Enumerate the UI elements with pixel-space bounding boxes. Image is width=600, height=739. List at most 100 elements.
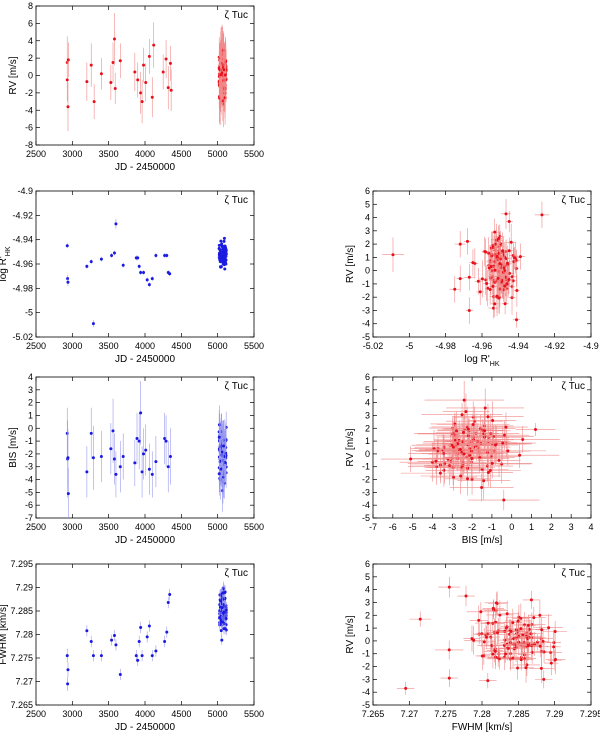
data-point — [85, 446, 89, 498]
data-point — [522, 590, 541, 609]
data-point — [222, 622, 226, 635]
data-point — [121, 433, 125, 480]
marker — [222, 239, 226, 243]
y-tick-label: 0 — [365, 449, 370, 459]
data-point — [514, 618, 528, 639]
y-tick-label: -5.02 — [12, 332, 33, 342]
data-point — [137, 264, 141, 269]
star-annotation: ζ Tuc — [225, 195, 249, 206]
marker — [529, 632, 533, 636]
data-point — [110, 253, 114, 258]
marker — [165, 253, 169, 257]
marker — [501, 249, 505, 253]
marker — [538, 613, 542, 617]
marker — [488, 288, 492, 292]
marker — [109, 447, 113, 451]
marker — [222, 444, 226, 448]
x-tick-label: 5500 — [244, 522, 264, 532]
marker — [491, 306, 495, 310]
data-point — [147, 282, 151, 288]
marker — [220, 259, 224, 263]
marker — [112, 457, 116, 461]
marker — [493, 443, 497, 447]
marker — [110, 638, 114, 642]
data-point — [454, 230, 466, 258]
marker — [456, 442, 460, 446]
y-axis-label: FWHM [km/s] — [0, 604, 9, 665]
y-tick-label: -5 — [362, 332, 370, 342]
data-point — [514, 274, 520, 307]
x-tick-label: 5000 — [208, 709, 228, 719]
x-axis-label: JD - 2450000 — [115, 354, 175, 365]
data-point — [529, 653, 554, 684]
marker — [136, 658, 140, 662]
marker — [542, 677, 546, 681]
marker — [497, 458, 501, 462]
marker — [66, 668, 70, 672]
data-point — [139, 72, 143, 114]
data-point — [147, 443, 151, 495]
marker — [504, 212, 508, 216]
data-point — [222, 236, 226, 240]
x-tick-label: -5 — [405, 341, 413, 351]
marker — [144, 448, 148, 452]
marker — [145, 635, 149, 639]
data-point — [536, 628, 550, 655]
y-tick-label: 1 — [365, 436, 370, 446]
data-point — [505, 237, 513, 264]
y-tick-label: 4 — [28, 372, 33, 382]
data-point — [217, 243, 221, 247]
marker — [480, 277, 484, 281]
data-point — [434, 424, 477, 457]
marker — [109, 80, 113, 84]
data-point — [509, 265, 517, 297]
marker — [223, 267, 227, 271]
marker — [112, 633, 116, 637]
data-point — [166, 596, 170, 609]
marker — [540, 628, 544, 632]
marker — [448, 463, 452, 467]
marker — [521, 437, 525, 441]
marker — [471, 261, 475, 265]
data-point — [135, 412, 139, 465]
data-point — [486, 274, 495, 305]
y-tick-label: -4.92 — [12, 210, 33, 220]
marker — [509, 240, 513, 244]
x-tick-label: 2500 — [26, 709, 46, 719]
y-tick-label: 7.29 — [15, 583, 33, 593]
data-point — [218, 265, 222, 269]
data-point — [113, 72, 117, 105]
marker — [222, 251, 226, 255]
data-point — [139, 380, 143, 445]
marker — [526, 623, 530, 627]
marker — [217, 435, 221, 439]
marker — [513, 256, 517, 260]
points-layer — [380, 380, 560, 511]
marker — [137, 640, 141, 644]
data-point — [492, 231, 499, 257]
marker — [409, 457, 413, 461]
marker — [404, 686, 408, 690]
marker — [509, 629, 513, 633]
marker — [147, 54, 151, 58]
marker — [140, 470, 144, 474]
marker — [164, 57, 168, 61]
marker — [220, 606, 224, 610]
data-point — [85, 62, 89, 101]
data-point — [475, 641, 490, 671]
marker — [89, 63, 93, 67]
marker — [220, 638, 224, 642]
data-point — [474, 267, 482, 295]
data-point — [486, 600, 514, 630]
marker — [85, 470, 89, 474]
data-point — [66, 468, 70, 518]
y-tick-label: -1 — [362, 649, 370, 659]
data-point — [136, 654, 140, 666]
marker — [493, 242, 497, 246]
marker — [507, 249, 511, 253]
data-point — [136, 255, 140, 261]
data-point — [220, 430, 224, 474]
marker — [493, 230, 497, 234]
marker — [511, 621, 515, 625]
marker — [530, 650, 534, 654]
